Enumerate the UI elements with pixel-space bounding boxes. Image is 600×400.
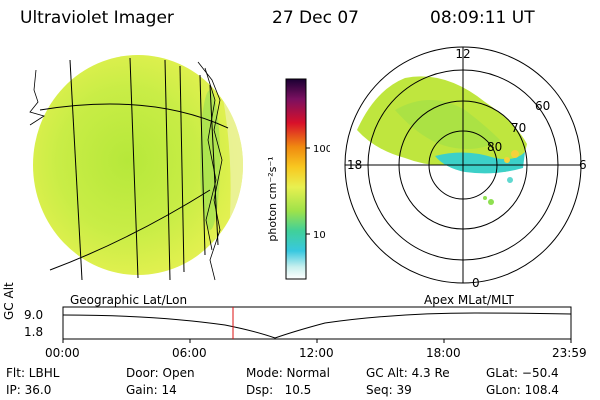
color-scale-bar: 100 10 photon cm⁻²s⁻¹ [266,78,330,280]
time-label: 08:09:11 UT [430,8,535,28]
coastline [29,61,223,281]
xtick-2359: 23:59 [552,346,587,360]
status-glat: GLat: −50.4 [486,366,559,380]
timeline-frame [62,306,572,340]
status-gain: Gain: 14 [126,383,177,397]
colorbar-unit-label: photon cm⁻²s⁻¹ [266,156,279,241]
status-filter: Flt: LBHL [6,366,60,380]
geographic-image [29,55,243,281]
apex-caption: Apex MLat/MLT [424,293,514,307]
mlt-label-6: 6 [579,158,587,172]
ytick-top: 9.0 [24,308,44,322]
mlat-label-70: 70 [511,121,526,135]
geographic-caption: Geographic Lat/Lon [70,293,188,307]
colorbar-tick-100: 100 [313,144,330,155]
mlt-label-18: 18 [347,158,362,172]
date-label: 27 Dec 07 [272,8,359,28]
xtick-1200: 12:00 [299,346,334,360]
xtick-0600: 06:00 [172,346,207,360]
status-door: Door: Open [126,366,195,380]
status-glon: GLon: 108.4 [486,383,559,397]
xtick-0000: 00:00 [45,346,80,360]
altitude-curve [62,312,572,339]
mlat-label-60: 60 [535,99,550,113]
altitude-timeline [62,306,572,343]
status-seq: Seq: 39 [366,383,412,397]
status-ip: IP: 36.0 [6,383,52,397]
mlt-label-12: 12 [455,47,470,61]
instrument-title: Ultraviolet Imager [20,8,174,28]
status-mode: Mode: Normal [246,366,330,380]
colorbar-tick-10: 10 [313,230,326,241]
earth-disk [33,55,243,275]
mlt-label-0: 0 [472,276,480,290]
mlat-label-80: 80 [487,140,502,154]
status-dsp: Dsp: 10.5 [246,383,312,397]
auroral-oval [357,76,527,205]
polar-grid [344,46,582,284]
polar-mlt-plot: 12 6 0 18 60 70 80 [344,46,587,290]
status-gc-alt: GC Alt: 4.3 Re [366,366,450,380]
altitude-axis-label: GC Alt [2,282,16,320]
ytick-bottom: 1.8 [24,325,44,339]
lat-lon-grid [39,57,229,281]
xtick-1800: 18:00 [426,346,461,360]
